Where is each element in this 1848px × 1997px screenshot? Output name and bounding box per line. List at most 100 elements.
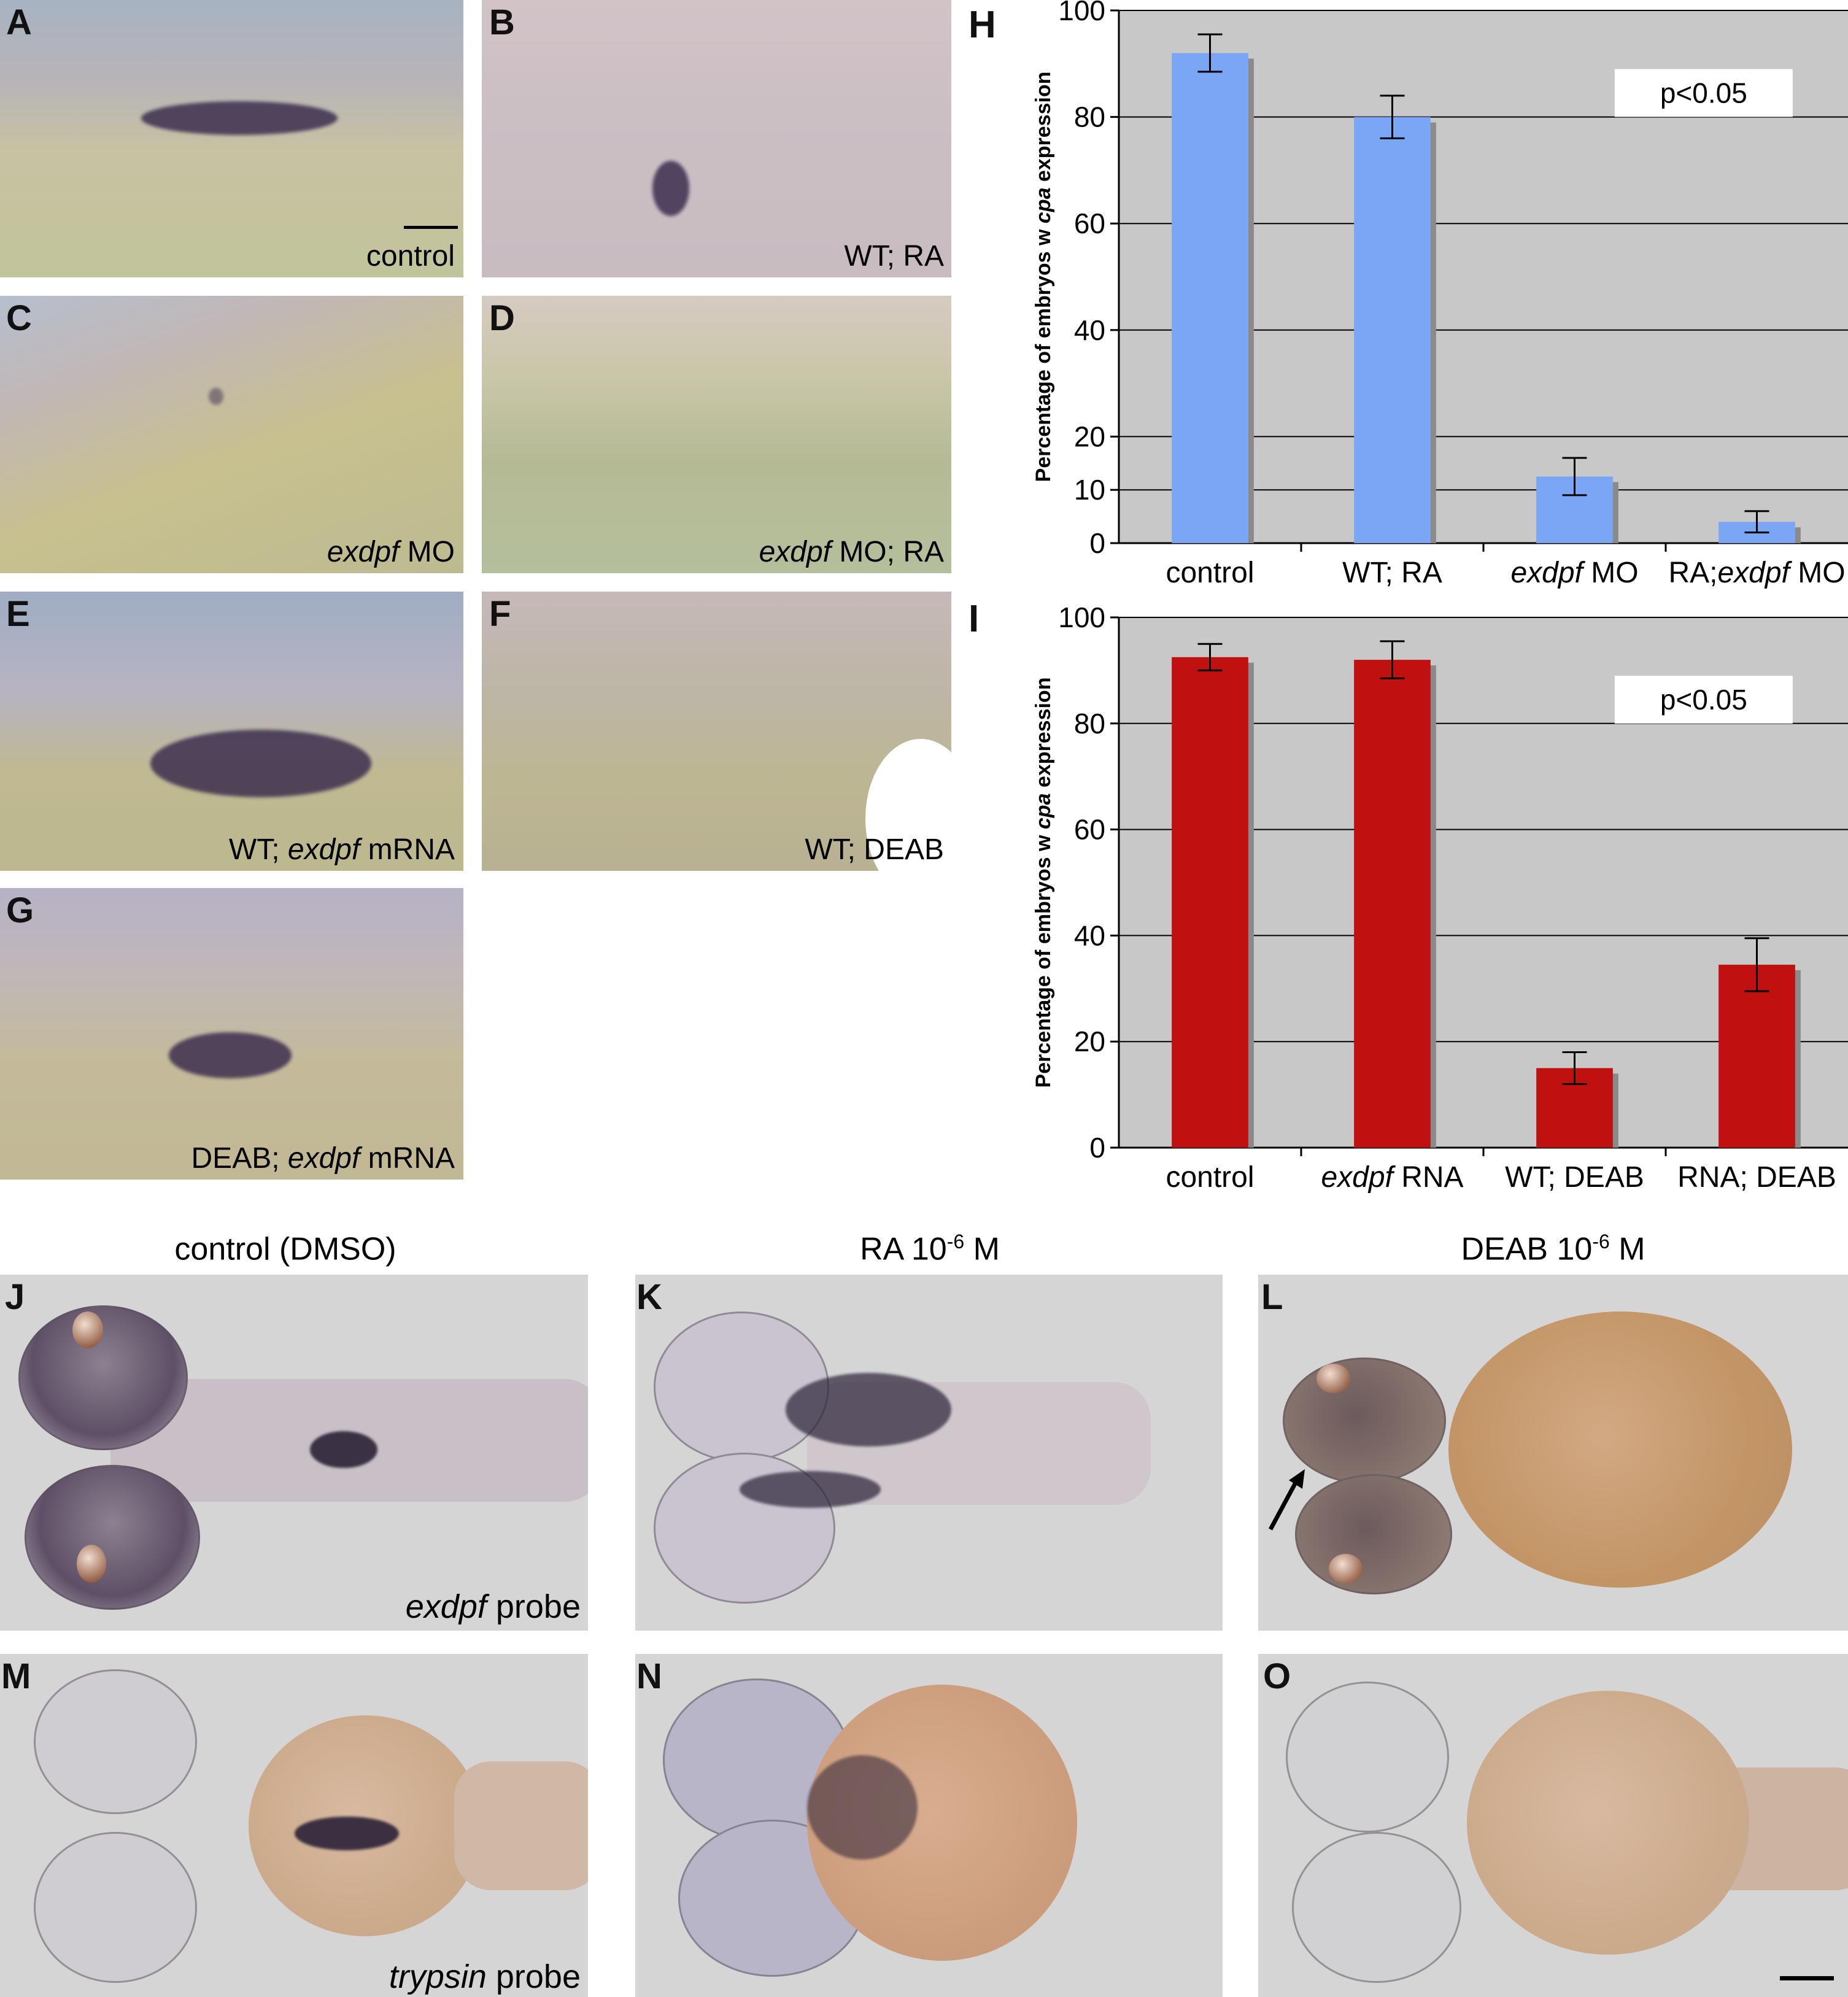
lens-upper-j xyxy=(72,1311,103,1348)
x-tick-label: RA;exdpf MO xyxy=(1668,557,1845,589)
bar-2 xyxy=(1354,660,1431,1148)
caption-m: trypsin probe xyxy=(389,1958,581,1995)
eye-upper-k xyxy=(654,1311,829,1462)
stain-a xyxy=(141,101,338,135)
column-heading-ra: RA 10-6 M xyxy=(860,1230,1000,1267)
y-axis-label: Percentage of embryos w cpa expression xyxy=(1032,678,1055,1088)
caption-a: control xyxy=(366,240,455,272)
bar-2 xyxy=(1354,117,1431,544)
x-tick-label: WT; RA xyxy=(1342,557,1442,589)
caption-j: exdpf probe xyxy=(405,1588,581,1625)
x-tick-label: exdpf MO xyxy=(1510,557,1638,589)
y-tick-label: 40 xyxy=(1074,919,1105,951)
x-tick-label: WT; DEAB xyxy=(1505,1161,1644,1194)
panel-f: F WT; DEAB xyxy=(482,592,951,871)
y-tick-label: 0 xyxy=(1089,1132,1105,1164)
eye-lower-j xyxy=(25,1465,200,1610)
x-tick-label: RNA; DEAB xyxy=(1677,1161,1836,1194)
panel-letter-b: B xyxy=(489,2,515,42)
panel-b: B WT; RA xyxy=(482,0,951,277)
caption-g: DEAB; exdpf mRNA xyxy=(191,1142,455,1175)
panel-letter-h: H xyxy=(968,4,996,46)
panel-letter-c: C xyxy=(6,298,32,338)
arrow-icon xyxy=(1268,1469,1305,1531)
x-tick-label: control xyxy=(1166,1161,1254,1194)
bar-4 xyxy=(1718,964,1795,1148)
panel-letter-d: D xyxy=(489,298,515,338)
y-tick-label: 20 xyxy=(1074,420,1105,452)
panel-k: K xyxy=(635,1275,1223,1631)
y-tick-label: 10 xyxy=(1074,474,1105,506)
stain-e xyxy=(150,730,371,797)
y-tick-label: 60 xyxy=(1074,207,1105,239)
x-tick-label: exdpf RNA xyxy=(1321,1161,1463,1194)
scale-bar-a xyxy=(404,226,458,229)
panel-a: A control xyxy=(0,0,463,277)
eye-lower-l xyxy=(1295,1474,1452,1594)
stain-c xyxy=(209,388,223,405)
panel-letter-m: M xyxy=(1,1656,31,1696)
caption-e: WT; exdpf mRNA xyxy=(228,833,455,866)
y-tick-label: 0 xyxy=(1089,527,1105,559)
scale-bar-o xyxy=(1780,1976,1834,1980)
panel-letter-k: K xyxy=(636,1277,662,1317)
panel-c: C exdpf MO xyxy=(0,296,463,573)
panel-n: N xyxy=(635,1654,1223,1997)
stain-b xyxy=(652,161,689,216)
panel-letter-n: N xyxy=(636,1656,662,1696)
body-m xyxy=(454,1761,588,1890)
eye-upper-j xyxy=(18,1305,188,1450)
caption-d: exdpf MO; RA xyxy=(759,536,944,568)
yolk-o xyxy=(1467,1691,1749,1955)
panel-g: G DEAB; exdpf mRNA xyxy=(0,888,463,1180)
y-tick-label: 60 xyxy=(1074,814,1105,846)
bar-1 xyxy=(1172,657,1248,1148)
column-heading-control: control (DMSO) xyxy=(174,1231,396,1267)
x-tick-label: control xyxy=(1166,557,1254,589)
lens-lower-l xyxy=(1329,1554,1363,1583)
y-tick-label: 80 xyxy=(1074,101,1105,133)
y-tick-label: 40 xyxy=(1074,314,1105,346)
caption-f: WT; DEAB xyxy=(805,833,944,866)
panel-letter-a: A xyxy=(6,2,32,42)
lens-lower-j xyxy=(77,1545,106,1583)
caption-b: WT; RA xyxy=(844,240,944,272)
panel-letter-i: I xyxy=(968,598,980,640)
p-value-label: p<0.05 xyxy=(1660,684,1747,716)
panel-letter-e: E xyxy=(6,594,30,634)
eye-upper-m xyxy=(34,1669,197,1814)
eye-lower-m xyxy=(34,1832,197,1983)
stain-g xyxy=(169,1032,292,1078)
y-axis-label: Percentage of embryos w cpa expression xyxy=(1032,72,1055,482)
y-tick-label: 80 xyxy=(1074,708,1105,740)
bar-1 xyxy=(1172,53,1248,543)
panel-e: E WT; exdpf mRNA xyxy=(0,592,463,871)
y-tick-label: 100 xyxy=(1058,605,1105,633)
lens-upper-l xyxy=(1316,1364,1350,1393)
y-tick-label: 20 xyxy=(1074,1026,1105,1057)
stain-k xyxy=(786,1373,951,1447)
panel-letter-o: O xyxy=(1263,1656,1291,1696)
caption-c: exdpf MO xyxy=(327,536,455,568)
panel-j: J exdpf probe xyxy=(0,1275,588,1631)
panel-l: L xyxy=(1258,1275,1848,1631)
eye-lower-o xyxy=(1292,1832,1461,1983)
panel-letter-g: G xyxy=(6,890,34,930)
panel-m: M trypsin probe xyxy=(0,1654,588,1997)
chart-h: 0 10 20 40 60 80 100 Percentage of embryos w cp… xyxy=(1032,0,1848,589)
panel-letter-l: L xyxy=(1261,1277,1283,1317)
panel-letter-f: F xyxy=(489,594,511,634)
y-tick-label: 100 xyxy=(1058,0,1105,26)
stain-m xyxy=(295,1817,399,1850)
panel-d: D exdpf MO; RA xyxy=(482,296,951,573)
yolk-l xyxy=(1448,1311,1792,1588)
eye-upper-l xyxy=(1283,1358,1446,1484)
stain-k-lower xyxy=(740,1471,881,1508)
chart-i: 0 20 40 60 80 100 Percentage of embryos w cpa … xyxy=(1032,605,1848,1194)
annotation-box xyxy=(1614,676,1793,724)
p-value-label: p<0.05 xyxy=(1660,77,1747,109)
stain-j xyxy=(310,1431,377,1468)
annotation-box xyxy=(1614,69,1793,117)
stain-n xyxy=(807,1755,918,1860)
column-heading-deab: DEAB 10-6 M xyxy=(1461,1230,1645,1267)
